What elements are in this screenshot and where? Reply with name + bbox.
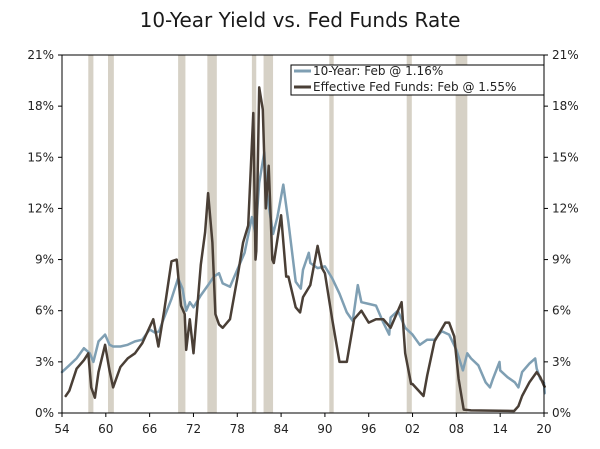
x-tick-label: 66	[142, 422, 157, 436]
x-tick-label: 72	[186, 422, 201, 436]
y-tick-label-right: 15%	[552, 150, 579, 164]
x-tick-label: 54	[54, 422, 69, 436]
legend-entry-10-year: 10-Year: Feb @ 1.16%	[313, 64, 443, 78]
chart-title: 10-Year Yield vs. Fed Funds Rate	[140, 8, 461, 32]
recession-band	[108, 55, 114, 413]
legend: 10-Year: Feb @ 1.16% Effective Fed Funds…	[291, 64, 544, 95]
y-tick-label-right: 0%	[552, 406, 571, 420]
y-tick-label-left: 3%	[35, 355, 54, 369]
x-tick-label: 60	[98, 422, 113, 436]
series-line-10-year	[62, 152, 545, 393]
y-tick-label-left: 0%	[35, 406, 54, 420]
y-tick-label-right: 12%	[552, 201, 579, 215]
series-line-fed-funds	[66, 87, 545, 411]
x-tick-label: 96	[361, 422, 376, 436]
y-tick-label-left: 6%	[35, 304, 54, 318]
y-tick-label-right: 9%	[552, 253, 571, 267]
x-tick-label: 08	[449, 422, 464, 436]
y-tick-label-right: 6%	[552, 304, 571, 318]
y-tick-label-right: 21%	[552, 48, 579, 62]
y-tick-label-left: 12%	[27, 201, 54, 215]
y-tick-label-left: 9%	[35, 253, 54, 267]
y-tick-label-left: 15%	[27, 150, 54, 164]
y-tick-label-right: 3%	[552, 355, 571, 369]
recession-band	[178, 55, 185, 413]
y-tick-label-left: 18%	[27, 99, 54, 113]
y-tick-label-right: 18%	[552, 99, 579, 113]
x-tick-label: 20	[536, 422, 551, 436]
x-tick-label: 14	[493, 422, 508, 436]
y-tick-label-left: 21%	[27, 48, 54, 62]
x-tick-label: 78	[230, 422, 245, 436]
x-tick-label: 90	[317, 422, 332, 436]
chart: 10-Year Yield vs. Fed Funds Rate 0% 0% 3% 3…	[0, 0, 600, 449]
recession-band	[329, 55, 333, 413]
x-tick-label: 02	[405, 422, 420, 436]
legend-entry-fed-funds: Effective Fed Funds: Feb @ 1.55%	[313, 80, 516, 94]
series-lines	[62, 87, 545, 411]
x-tick-label: 84	[273, 422, 288, 436]
